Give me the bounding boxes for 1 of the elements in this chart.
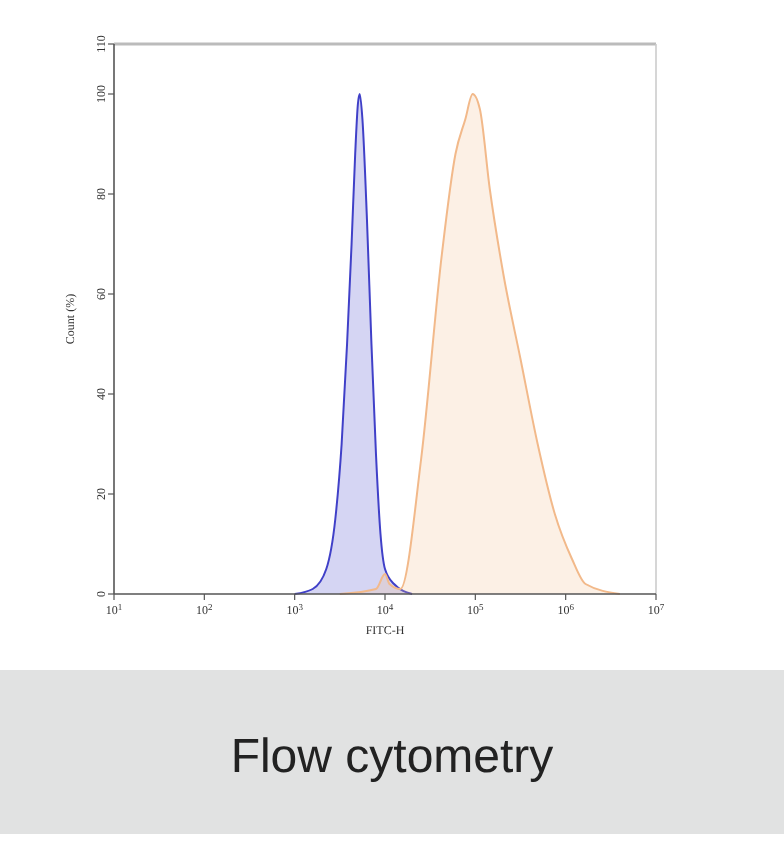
text: Flow cytometry [230, 730, 554, 784]
